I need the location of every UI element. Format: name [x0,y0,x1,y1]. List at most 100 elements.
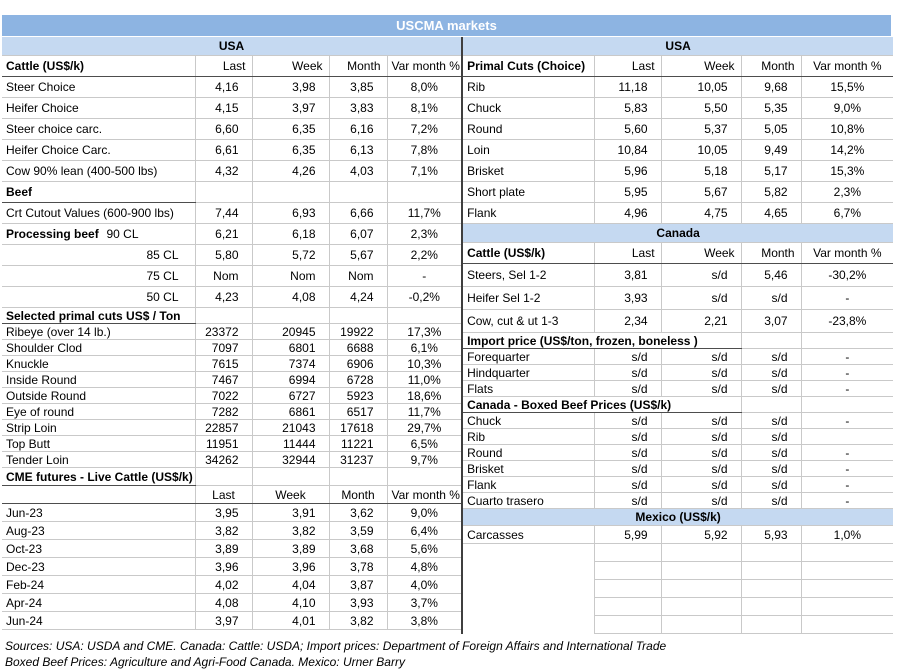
row-label: 50 CL [2,286,196,308]
week-cell: 32944 [251,451,330,468]
row-label: Inside Round [2,371,196,388]
var-month-cell: 6,7% [800,202,894,224]
month-cell: 6906 [328,355,388,372]
var-month-cell [800,561,894,580]
week-cell: 2,21 [660,309,742,333]
week-cell: 5,37 [660,118,742,140]
row-label: Rib [463,76,595,98]
month-cell: 6688 [328,339,388,356]
month-cell: 17618 [328,419,388,436]
table-row: Flank 4,96 4,75 4,65 6,7% [463,202,894,224]
column-header: Week [251,485,330,504]
month-cell: 5,67 [328,244,388,266]
table-row: 85 CL 5,80 5,72 5,67 2,2% [2,244,462,266]
row-label: Ribeye (over 14 lb.) [2,323,196,340]
row-label: Heifer Choice [2,97,196,119]
var-month-cell: 11,7% [386,403,462,420]
section-label: Beef [2,181,196,203]
row-label: Knuckle [2,355,196,372]
var-month-cell: 3,7% [386,593,462,612]
row-label: Round [463,118,595,140]
table-row: Shoulder Clod 7097 6801 6688 6,1% [2,339,462,356]
var-month-cell: 8,0% [386,76,462,98]
last-cell [194,307,253,324]
column-header: Week [660,55,742,77]
row-label [463,579,595,598]
week-cell [251,467,330,486]
row-label: Feb-24 [2,575,196,594]
row-label: Top Butt [2,435,196,452]
month-cell: s/d [740,460,802,477]
month-cell [740,561,802,580]
var-month-cell [386,181,462,203]
month-cell: 6,16 [328,118,388,140]
row-label: Cuarto trasero [463,492,595,509]
sources-line-2: Boxed Beef Prices: Agriculture and Agri-… [5,655,405,669]
row-group-header: Cattle (US$/k) [2,55,196,77]
table-row [463,615,894,634]
row-label: Forequarter [463,348,595,365]
month-cell: 3,82 [328,611,388,630]
month-cell: 3,85 [328,76,388,98]
table-row: Top Butt 11951 11444 11221 6,5% [2,435,462,452]
var-month-cell: 10,3% [386,355,462,372]
report-title: USCMA markets [396,18,497,33]
last-cell: s/d [593,492,662,509]
var-month-cell: - [800,492,894,509]
table-row: Selected primal cuts US$ / Ton [2,307,462,324]
row-label: Heifer Choice Carc. [2,139,196,161]
row-label: Cow 90% lean (400-500 lbs) [2,160,196,182]
row-label: Rib [463,428,595,445]
month-cell: 5,35 [740,97,802,119]
last-cell: 11,18 [593,76,662,98]
month-cell: 31237 [328,451,388,468]
month-cell: s/d [740,364,802,381]
month-cell: 3,68 [328,539,388,558]
month-cell: 4,24 [328,286,388,308]
last-cell [593,561,662,580]
week-cell: 7374 [251,355,330,372]
column-header: Last [593,242,662,264]
row-label: Brisket [463,160,595,182]
var-month-cell: 6,1% [386,339,462,356]
last-cell: 10,84 [593,139,662,161]
month-cell: 5,05 [740,118,802,140]
table-row: Cattle (US$/k) Last Week Month Var month % [463,242,894,264]
month-cell: s/d [740,286,802,310]
week-cell [251,181,330,203]
var-month-cell: 14,2% [800,139,894,161]
month-cell: s/d [740,428,802,445]
table-row: Inside Round 7467 6994 6728 11,0% [2,371,462,388]
var-month-cell: 9,7% [386,451,462,468]
last-cell: s/d [593,412,662,429]
last-cell: 7467 [194,371,253,388]
var-month-cell [386,307,462,324]
var-month-cell: 9,0% [800,97,894,119]
var-month-cell: - [800,460,894,477]
week-cell: s/d [660,380,742,397]
last-cell [593,579,662,598]
week-cell [660,543,742,562]
month-cell: s/d [740,476,802,493]
table-row: 75 CL Nom Nom Nom - [2,265,462,287]
week-cell [660,597,742,616]
week-cell: 3,98 [251,76,330,98]
var-month-cell: 3,8% [386,611,462,630]
week-cell: 21043 [251,419,330,436]
table-row: Brisket s/d s/d s/d - [463,460,894,477]
var-month-cell: - [800,348,894,365]
week-cell: 6801 [251,339,330,356]
column-header: Var month % [800,55,894,77]
last-cell [593,597,662,616]
row-label: Outside Round [2,387,196,404]
last-cell: 4,16 [194,76,253,98]
row-label: Aug-23 [2,521,196,540]
table-row: Flank s/d s/d s/d - [463,476,894,493]
month-cell: 3,62 [328,503,388,522]
last-cell: s/d [593,380,662,397]
last-cell: 2,34 [593,309,662,333]
month-cell: s/d [740,492,802,509]
row-label-main: Processing beef [6,227,99,241]
last-cell: 4,08 [194,593,253,612]
week-cell: 6,93 [251,202,330,224]
